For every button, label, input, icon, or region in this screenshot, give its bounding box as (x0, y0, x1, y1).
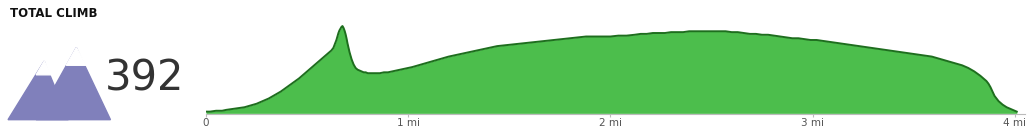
Text: 392: 392 (105, 58, 184, 100)
Polygon shape (36, 48, 110, 120)
Text: TOTAL CLIMB: TOTAL CLIMB (10, 7, 98, 20)
Polygon shape (8, 61, 68, 120)
Polygon shape (36, 61, 53, 75)
Polygon shape (66, 48, 87, 65)
